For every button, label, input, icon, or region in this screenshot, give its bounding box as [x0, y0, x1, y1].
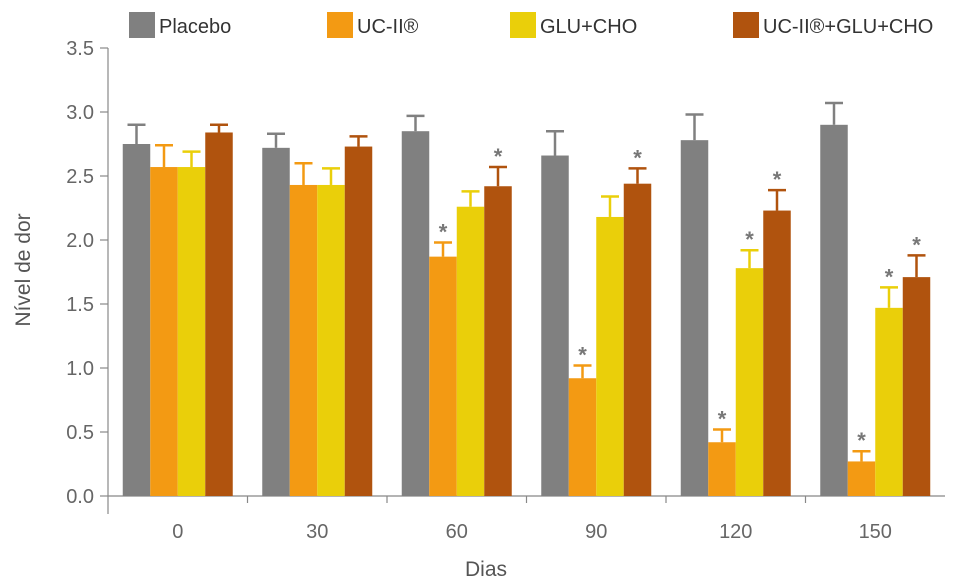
y-tick-label: 2.5 — [66, 166, 94, 188]
tick-labels: 0.0 0.5 1.0 1.5 2.0 2.5 3.0 3.5 0 30 60 90 120 150 — [66, 38, 892, 543]
significance-marker: * — [718, 406, 727, 431]
bar — [150, 167, 178, 497]
significance-marker: * — [857, 428, 866, 453]
bar — [623, 183, 652, 496]
y-tick-label: 3.5 — [66, 38, 94, 60]
bar — [596, 216, 624, 496]
bar — [568, 378, 597, 496]
legend-label: GLU+CHO — [540, 16, 637, 38]
bars: * * * * * * * * * * — [122, 101, 931, 497]
x-tick-label: 120 — [719, 521, 752, 543]
legend-label: UC-II® — [357, 16, 419, 38]
x-tick-label: 60 — [446, 521, 468, 543]
y-tick-label: 0.5 — [66, 422, 94, 444]
x-tick-label: 0 — [172, 521, 183, 543]
legend-swatch — [327, 12, 353, 38]
legend-label: Placebo — [159, 16, 231, 38]
bar — [429, 256, 457, 496]
bar — [541, 155, 569, 496]
legend-label: UC-II®+GLU+CHO — [763, 16, 933, 38]
bar — [875, 307, 903, 496]
bar — [847, 461, 876, 496]
bar — [902, 277, 931, 496]
bar — [344, 146, 373, 496]
bar — [122, 144, 151, 496]
significance-marker: * — [494, 144, 503, 169]
bar — [289, 184, 318, 496]
legend-swatch — [129, 12, 155, 38]
y-axis-title: Nível de dor — [12, 213, 35, 326]
x-axis-title: Dias — [465, 558, 507, 581]
significance-marker: * — [745, 227, 754, 252]
y-tick-label: 3.0 — [66, 102, 94, 124]
y-tick-label: 1.5 — [66, 294, 94, 316]
y-tick-label: 1.0 — [66, 358, 94, 380]
y-tick-label: 2.0 — [66, 230, 94, 252]
legend: Placebo UC-II® GLU+CHO UC-II®+GLU+CHO — [129, 12, 933, 38]
bar — [456, 206, 485, 496]
x-tick-label: 30 — [306, 521, 328, 543]
bar — [484, 186, 512, 497]
significance-marker: * — [578, 342, 587, 367]
bar — [763, 210, 791, 496]
y-tick-label: 0.0 — [66, 486, 94, 508]
x-tick-label: 90 — [585, 521, 607, 543]
legend-swatch — [510, 12, 536, 38]
bar — [262, 147, 290, 496]
bar — [735, 268, 764, 496]
legend-swatch — [733, 12, 759, 38]
bar — [708, 442, 736, 496]
bar — [680, 140, 709, 496]
significance-marker: * — [885, 264, 894, 289]
significance-marker: * — [912, 232, 921, 257]
bar — [317, 184, 345, 496]
significance-marker: * — [773, 167, 782, 192]
axes — [100, 47, 945, 514]
bar — [820, 124, 848, 497]
significance-marker: * — [633, 145, 642, 170]
bar — [177, 167, 206, 497]
bar — [401, 131, 430, 496]
x-tick-label: 150 — [859, 521, 892, 543]
significance-marker: * — [439, 220, 448, 245]
bar — [205, 132, 233, 497]
